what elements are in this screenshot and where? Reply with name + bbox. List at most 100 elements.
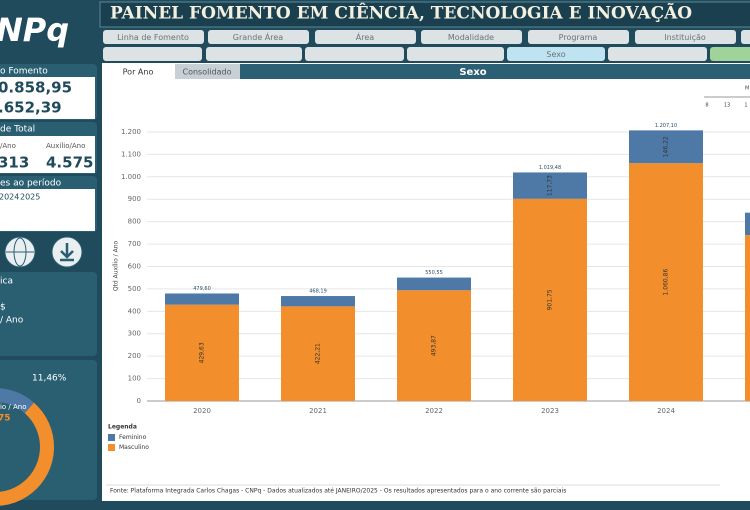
total-label: 468,19 (309, 289, 327, 295)
year-option[interactable]: 2024 (0, 193, 19, 202)
legend-label: Feminino (119, 434, 147, 441)
filter-button[interactable] (407, 47, 504, 61)
legend-swatch (108, 434, 115, 441)
card-value: .652,39 (0, 99, 62, 117)
bar-segment (629, 130, 703, 164)
bar-segment (397, 290, 471, 401)
card-title: ica (0, 277, 13, 287)
y-tick-label: 800 (128, 218, 141, 226)
y-axis-title: Qtd Auxílio / Ano (113, 241, 120, 292)
legend-title: Legenda (108, 424, 137, 431)
bar-segment (281, 306, 355, 401)
segment-label: 493,87 (431, 335, 438, 356)
bar-segment (629, 163, 703, 401)
x-tick-label: 2020 (193, 407, 211, 415)
filter-button[interactable] (315, 30, 416, 44)
card-value: 0.858,95 (0, 79, 72, 97)
donut-caption: lio / Ano (0, 403, 27, 411)
chart-title: Sexo (459, 67, 486, 78)
card-body (0, 189, 95, 231)
donut-label: 11,46% (32, 374, 67, 384)
y-tick-label: 500 (128, 285, 141, 293)
y-tick-label: 700 (128, 240, 141, 248)
card-value: 313 (0, 154, 29, 172)
card-title: es ao período (0, 179, 62, 189)
card-value: 4.575 (46, 154, 93, 172)
filter-button[interactable] (103, 47, 202, 61)
donut-segment (0, 388, 34, 414)
x-tick-label: 2024 (657, 407, 675, 415)
card-title: de Total (0, 125, 35, 135)
bar-segment (281, 296, 355, 307)
tab[interactable] (175, 64, 240, 79)
filter-label: Modalidade (448, 33, 494, 42)
total-label: 550,55 (425, 270, 443, 276)
filter-label: Linha de Fomento (117, 33, 189, 42)
slider-label: 1 (744, 103, 747, 109)
filter-button[interactable] (608, 47, 707, 61)
y-tick-label: 200 (128, 352, 141, 360)
filter-button[interactable] (710, 47, 750, 61)
y-tick-label: 900 (128, 195, 141, 203)
bar-segment (513, 172, 587, 199)
filter-button[interactable] (421, 30, 522, 44)
y-tick-label: 0 (137, 397, 141, 405)
y-tick-label: 100 (128, 375, 141, 383)
donut-center: 75 (0, 414, 11, 424)
filter-button-active[interactable] (507, 47, 605, 61)
segment-label: 422,21 (315, 343, 322, 364)
x-tick-label: 2023 (541, 407, 559, 415)
x-tick-label: 2021 (309, 407, 327, 415)
slider-label: 8 (705, 103, 708, 109)
filter-button[interactable] (528, 30, 629, 44)
total-label: 1.207,10 (655, 123, 677, 129)
card-text: / Ano (0, 316, 24, 326)
y-tick-label: 300 (128, 330, 141, 338)
card-body (0, 136, 95, 173)
tab-active[interactable] (104, 64, 172, 79)
segment-label: 901,75 (547, 289, 554, 310)
chart-header (240, 64, 750, 79)
segment-label: 1.060,86 (663, 269, 670, 296)
bar-segment (745, 212, 750, 236)
tab-label: Consolidado (182, 68, 231, 77)
total-label: 1.019,48 (539, 165, 561, 171)
filter-button[interactable] (305, 47, 404, 61)
card (0, 272, 97, 356)
bar-segment (165, 293, 239, 305)
bar-segment (745, 235, 750, 401)
page-title: PAINEL FOMENTO EM CIÊNCIA, TECNOLOGIA E … (110, 2, 692, 24)
segment-label: 146,22 (663, 136, 670, 157)
tab-label: Por Ano (123, 68, 154, 77)
total-label: 479,60 (193, 286, 211, 292)
logo: NPq (0, 11, 69, 49)
footer: Fonte: Plataforma Integrada Carlos Chaga… (110, 488, 566, 495)
filter-button[interactable] (206, 47, 302, 61)
y-tick-label: 1.200 (121, 128, 141, 136)
slider-label: 13 (724, 103, 730, 109)
x-tick-label: 2022 (425, 407, 443, 415)
donut-segment (0, 402, 54, 506)
segment-label: 117,73 (547, 175, 554, 196)
card-body (0, 77, 95, 119)
segment-label: 429,63 (199, 342, 206, 363)
card-text: $ (0, 303, 6, 313)
filter-button[interactable] (635, 30, 736, 44)
y-tick-label: 600 (128, 262, 141, 270)
slider-title: M (745, 86, 749, 92)
filter-label: Grande Área (233, 31, 284, 42)
bar-segment (397, 277, 471, 291)
legend-label: Masculino (119, 444, 149, 451)
y-tick-label: 1.100 (121, 150, 141, 158)
year-option[interactable]: 2025 (20, 193, 40, 202)
filter-button[interactable] (103, 30, 204, 44)
filter-button[interactable] (741, 30, 750, 44)
download-icon-arrow (60, 243, 74, 262)
bar-segment (165, 304, 239, 401)
filter-label: Sexo (546, 50, 565, 59)
card-column: /Ano (0, 142, 16, 150)
filter-button[interactable] (208, 30, 309, 44)
filter-label: Área (356, 31, 375, 42)
title-bar (99, 1, 750, 28)
y-tick-label: 1.000 (121, 173, 141, 181)
